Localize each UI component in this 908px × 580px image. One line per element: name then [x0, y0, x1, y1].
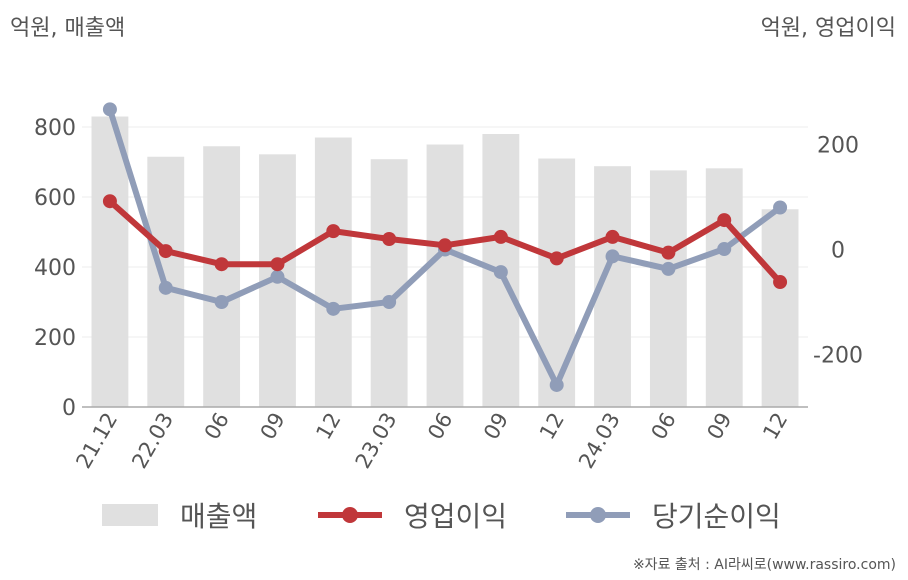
revenue-bar — [649, 170, 687, 407]
operating-profit-point — [773, 275, 788, 290]
x-tick-label: 23.03 — [351, 409, 402, 473]
operating-profit-point — [158, 244, 173, 259]
legend-label-revenue: 매출액 — [180, 500, 258, 533]
left-tick-label: 200 — [34, 326, 76, 351]
x-tick-label: 06 — [200, 409, 234, 444]
legend-item-operating-profit: 영업이익 — [318, 490, 507, 540]
net-income-point — [158, 280, 173, 295]
revenue-bar — [426, 144, 464, 407]
net-income-point — [102, 102, 117, 117]
legend-swatch-operating-profit — [318, 504, 382, 526]
x-tick-label: 24.03 — [574, 409, 625, 473]
x-tick-label: 09 — [256, 409, 290, 444]
legend-swatch-net-income — [566, 504, 630, 526]
revenue-bar — [705, 168, 743, 407]
net-income-point — [270, 269, 285, 284]
net-income-point — [773, 200, 788, 215]
left-tick-label: 800 — [34, 116, 76, 141]
legend-item-net-income: 당기순이익 — [566, 490, 781, 540]
operating-profit-point — [326, 224, 341, 239]
net-income-point — [214, 295, 229, 309]
revenue-bar — [370, 159, 408, 407]
right-tick-label: 200 — [817, 134, 859, 159]
right-tick-label: -200 — [813, 344, 863, 369]
x-tick-label: 06 — [647, 409, 681, 444]
net-income-point — [717, 241, 732, 256]
x-tick-label: 09 — [479, 409, 513, 444]
x-tick-label: 21.12 — [71, 409, 122, 473]
operating-profit-point — [717, 213, 732, 228]
net-income-point — [661, 261, 676, 276]
left-tick-label: 600 — [34, 186, 76, 211]
operating-profit-point — [102, 194, 117, 209]
left-axis-unit: 억원, 매출액 — [10, 16, 126, 41]
operating-profit-point — [214, 257, 229, 272]
right-tick-label: 0 — [831, 239, 845, 264]
x-tick-label: 12 — [535, 409, 569, 444]
legend-swatch-revenue — [102, 504, 158, 526]
revenue-bar — [203, 146, 241, 407]
net-income-point — [382, 295, 397, 309]
legend-item-revenue: 매출액 — [102, 490, 257, 540]
right-axis-unit: 억원, 영업이익 — [760, 16, 896, 41]
legend-label-net-income: 당기순이익 — [652, 500, 781, 533]
operating-profit-point — [549, 251, 564, 266]
x-tick-label: 09 — [702, 409, 736, 444]
net-income-point — [549, 377, 564, 392]
source-credit: ※자료 출처 : AI라씨로(www.rassiro.com) — [632, 557, 896, 573]
revenue-bar — [538, 158, 576, 407]
x-tick-label: 12 — [758, 409, 792, 444]
left-tick-label: 0 — [62, 396, 76, 421]
x-tick-label: 22.03 — [127, 409, 178, 473]
net-income-point — [493, 265, 508, 280]
revenue-bar — [91, 116, 129, 407]
revenue-bar — [314, 137, 352, 407]
operating-profit-point — [661, 245, 676, 260]
legend: 매출액 영업이익 당기순이익 — [0, 490, 908, 540]
operating-profit-point — [493, 229, 508, 244]
operating-profit-point — [438, 238, 452, 253]
legend-label-operating-profit: 영업이익 — [404, 500, 508, 533]
left-tick-label: 400 — [34, 256, 76, 281]
operating-profit-point — [270, 257, 285, 272]
net-income-point — [605, 249, 620, 264]
x-tick-label: 06 — [423, 409, 457, 444]
net-income-point — [326, 301, 341, 316]
revenue-bar — [761, 209, 799, 407]
operating-profit-point — [382, 232, 397, 246]
operating-profit-point — [605, 229, 620, 244]
x-tick-label: 12 — [311, 409, 345, 444]
